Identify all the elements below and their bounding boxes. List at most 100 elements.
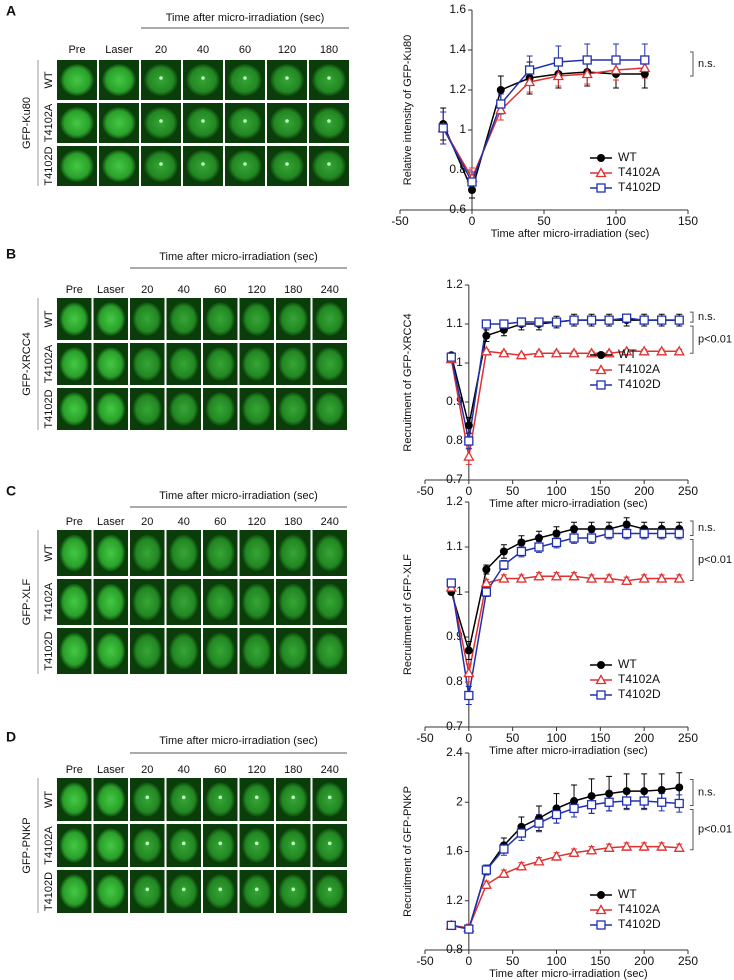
damage-spot	[285, 76, 289, 80]
protein-label: GFP-XRCC4	[21, 332, 33, 396]
marker	[499, 547, 508, 556]
damage-spot	[327, 162, 331, 166]
marker	[533, 347, 545, 358]
nucleus	[169, 392, 199, 426]
damage-spot	[243, 76, 247, 80]
marker	[438, 123, 448, 133]
series-line	[442, 67, 645, 180]
marker	[515, 349, 528, 360]
nucleus	[205, 392, 235, 426]
marker	[446, 578, 456, 588]
damage-spot	[159, 76, 163, 80]
marker	[595, 674, 607, 685]
marker	[569, 315, 579, 325]
nucleus	[132, 302, 162, 336]
y-tick-label: 1	[456, 584, 463, 598]
nucleus	[169, 302, 199, 336]
marker	[516, 546, 527, 557]
damage-spot	[181, 795, 186, 800]
nucleus	[278, 302, 308, 336]
y-tick-label: 1.2	[446, 277, 463, 291]
nucleus	[59, 828, 89, 863]
x-tick-label: 150	[678, 214, 698, 228]
series-line	[442, 59, 645, 184]
row-label: WT	[43, 71, 55, 88]
nucleus	[242, 534, 272, 572]
marker	[657, 315, 667, 325]
x-tick-label: -50	[416, 731, 434, 745]
damage-spot	[254, 795, 259, 800]
marker	[638, 345, 650, 356]
x-tick-label: 50	[506, 731, 520, 745]
marker	[587, 525, 596, 533]
annotation: p<0.01	[698, 824, 732, 836]
x-axis-title: Time after micro-irradiation (sec)	[489, 968, 648, 980]
marker	[464, 421, 473, 430]
column-label: 180	[320, 44, 338, 56]
y-tick-label: 2	[456, 794, 463, 808]
damage-spot	[327, 887, 332, 892]
marker	[569, 803, 579, 814]
marker	[534, 542, 544, 552]
row-label: T4102A	[43, 103, 55, 142]
marker	[553, 57, 564, 67]
nucleus	[312, 150, 346, 182]
y-tick-label: 0.8	[446, 433, 463, 447]
row-label: WT	[43, 544, 55, 561]
nucleus	[270, 64, 304, 96]
nucleus	[315, 347, 345, 381]
annotation: n.s.	[698, 311, 716, 323]
nucleus	[278, 874, 308, 909]
marker	[621, 528, 632, 539]
marker	[656, 572, 668, 583]
nucleus	[242, 392, 272, 426]
nucleus	[59, 347, 89, 381]
marker	[481, 865, 492, 875]
column-label: Laser	[105, 44, 133, 56]
nucleus	[278, 828, 308, 863]
marker	[656, 840, 668, 851]
marker	[498, 867, 510, 878]
damage-spot	[327, 841, 332, 846]
y-tick-label: 1.1	[446, 316, 463, 330]
marker	[673, 572, 685, 583]
nucleus	[96, 302, 126, 336]
marker	[585, 844, 598, 855]
marker	[586, 533, 597, 543]
column-label: Pre	[66, 284, 83, 296]
marker	[499, 319, 509, 329]
damage-spot	[327, 76, 331, 80]
damage-spot	[218, 887, 223, 892]
nucleus	[59, 874, 89, 909]
marker	[640, 787, 649, 796]
legend-label: WT	[618, 347, 637, 361]
y-axis-title: Relative intensity of GFP-Ku80	[402, 35, 414, 185]
column-label: 20	[141, 284, 153, 296]
nucleus	[270, 150, 304, 182]
annotation: p<0.01	[698, 334, 732, 346]
damage-spot	[243, 162, 247, 166]
marker	[597, 661, 605, 669]
x-tick-label: 150	[590, 954, 610, 968]
marker	[551, 317, 562, 327]
nucleus	[132, 874, 162, 909]
marker	[639, 528, 649, 539]
legend-label: WT	[618, 150, 637, 164]
marker	[481, 319, 492, 329]
column-label: 180	[284, 516, 302, 528]
nucleus	[315, 583, 345, 621]
marker	[496, 99, 506, 109]
nucleus	[315, 632, 345, 670]
marker	[611, 55, 621, 65]
marker	[568, 846, 580, 857]
marker	[480, 345, 492, 356]
marker	[533, 570, 545, 581]
time-header: Time after micro-irradiation (sec)	[159, 251, 318, 263]
marker	[464, 646, 473, 655]
x-tick-label: 0	[465, 731, 472, 745]
protein-label: GFP-XLF	[21, 578, 33, 625]
marker	[638, 572, 650, 583]
marker	[604, 315, 614, 325]
marker	[480, 878, 492, 889]
column-label: 60	[239, 44, 251, 56]
